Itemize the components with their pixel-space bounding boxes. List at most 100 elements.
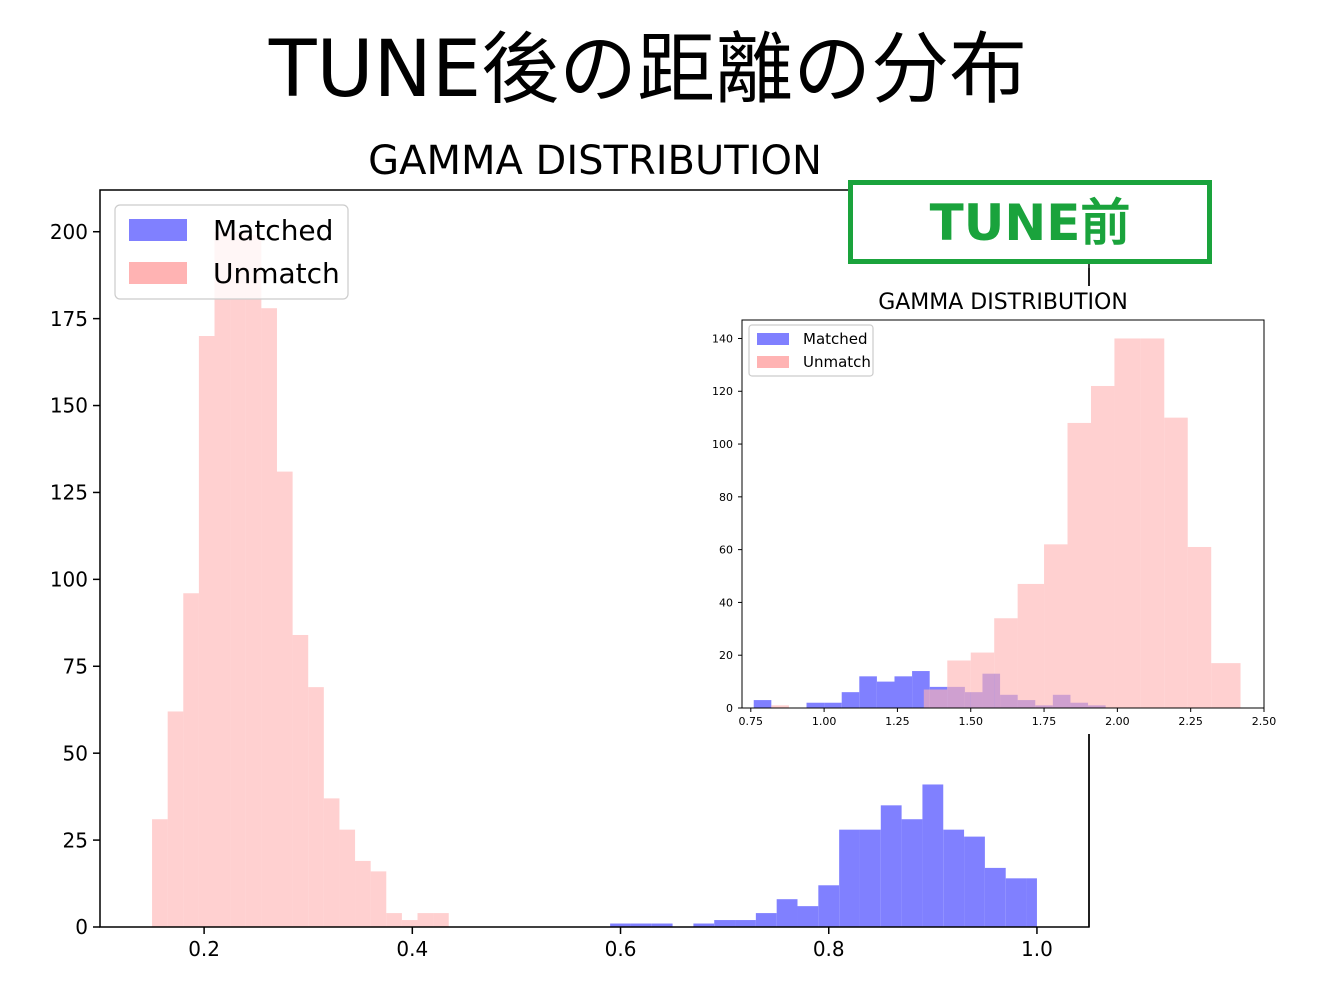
unmatch-legend-label: Unmatch xyxy=(213,257,340,290)
unmatch-legend-label: Unmatch xyxy=(803,353,871,371)
matched-legend-label: Matched xyxy=(213,214,333,247)
unmatch-bar xyxy=(947,660,971,708)
unmatch-bar xyxy=(970,652,995,708)
unmatch-bar xyxy=(417,913,434,927)
unmatch-bar xyxy=(994,618,1018,708)
x-tick-label: 2.00 xyxy=(1105,715,1130,728)
unmatch-bar xyxy=(339,829,356,927)
x-tick-label: 2.50 xyxy=(1252,715,1277,728)
matched-bar xyxy=(610,923,631,927)
y-tick-label: 140 xyxy=(712,332,733,345)
plot-frame xyxy=(741,319,1265,709)
matched-bar xyxy=(755,913,777,927)
unmatch-bar xyxy=(152,819,168,927)
unmatch-bar xyxy=(1090,385,1115,708)
unmatch-bar xyxy=(276,471,293,927)
matched-bar xyxy=(984,867,1006,927)
unmatch-bar xyxy=(183,593,199,927)
matched-bar xyxy=(839,829,860,927)
tune-before-label: TUNE前 xyxy=(848,180,1212,264)
y-tick-label: 75 xyxy=(63,654,88,678)
matched-legend-swatch xyxy=(129,219,187,241)
y-tick-label: 20 xyxy=(719,649,733,662)
unmatch-bar xyxy=(1017,583,1045,708)
matched-legend-swatch xyxy=(757,333,789,345)
matched-bar xyxy=(630,923,652,927)
unmatch-bar xyxy=(198,336,215,927)
matched-bar xyxy=(824,702,842,708)
unmatch-bar xyxy=(923,689,948,708)
unmatch-bar xyxy=(323,798,340,927)
y-tick-label: 40 xyxy=(719,596,733,609)
x-tick-label: 0.8 xyxy=(813,937,845,961)
matched-bar xyxy=(818,885,840,927)
unmatch-legend-swatch xyxy=(757,356,789,368)
y-tick-label: 60 xyxy=(719,544,733,557)
x-tick-label: 0.75 xyxy=(739,715,764,728)
y-tick-label: 120 xyxy=(712,385,733,398)
x-tick-label: 0.4 xyxy=(396,937,428,961)
legend: Matched Unmatch xyxy=(114,204,349,300)
unmatch-bar xyxy=(1114,338,1141,708)
matched-bar xyxy=(753,700,772,708)
matched-bar xyxy=(880,805,902,927)
unmatch-bar xyxy=(370,871,387,927)
inset-chart-title: GAMMA DISTRIBUTION xyxy=(878,290,1128,315)
matched-bar xyxy=(922,784,944,927)
matched-bar xyxy=(901,819,923,927)
unmatch-legend-swatch xyxy=(129,262,187,284)
bars xyxy=(152,231,1037,928)
matched-bar xyxy=(841,692,860,708)
x-tick-label: 1.00 xyxy=(812,715,837,728)
matched-bar xyxy=(859,676,877,708)
unmatch-bar xyxy=(1211,663,1241,708)
unmatch-bar xyxy=(1044,544,1068,708)
inset-histogram: 0.75 1.00 1.25 1.50 1.75 2.00 2.25 2.50 0 20 40 60 8… xyxy=(712,286,1292,734)
matched-bar xyxy=(964,836,985,927)
matched-bar xyxy=(1005,878,1027,927)
matched-legend-label: Matched xyxy=(803,330,868,348)
y-tick-label: 25 xyxy=(63,828,88,852)
unmatch-bar xyxy=(1067,422,1091,708)
y-tick-label: 125 xyxy=(50,481,88,505)
unmatch-bar xyxy=(308,687,324,927)
unmatch-bar xyxy=(261,308,277,927)
unmatch-bar xyxy=(1187,546,1212,708)
matched-bar xyxy=(714,920,736,927)
y-tick-label: 0 xyxy=(75,915,88,939)
unmatch-bar xyxy=(1164,417,1188,708)
bars xyxy=(753,338,1241,708)
legend: Matched Unmatch xyxy=(748,324,874,377)
x-tick-label: 1.25 xyxy=(885,715,910,728)
unmatch-bar xyxy=(401,920,418,927)
y-tick-label: 175 xyxy=(50,307,88,331)
unmatch-bar xyxy=(292,634,309,927)
y-tick-label: 150 xyxy=(50,394,88,418)
y-tick-label: 100 xyxy=(712,438,733,451)
matched-bar xyxy=(943,829,965,927)
slide-title: TUNE後の距離の分布 xyxy=(268,25,1028,115)
x-tick-label: 1.0 xyxy=(1021,937,1053,961)
unmatch-bar xyxy=(355,860,371,927)
matched-bar xyxy=(693,923,715,927)
y-tick-label: 80 xyxy=(719,491,733,504)
unmatch-bar xyxy=(433,913,449,927)
unmatch-bar xyxy=(245,235,262,927)
unmatch-bar xyxy=(771,705,789,708)
y-tick-label: 100 xyxy=(50,568,88,592)
x-tick-label: 2.25 xyxy=(1178,715,1203,728)
matched-bar xyxy=(651,923,673,927)
y-tick-label: 0 xyxy=(726,702,733,715)
x-tick-label: 1.75 xyxy=(1032,715,1057,728)
unmatch-bar xyxy=(167,711,184,927)
matched-bar xyxy=(735,920,756,927)
y-tick-label: 200 xyxy=(50,220,88,244)
unmatch-bar xyxy=(230,231,246,928)
y-tick-label: 50 xyxy=(63,741,88,765)
main-chart-title: GAMMA DISTRIBUTION xyxy=(368,138,822,184)
matched-bar xyxy=(894,676,913,708)
x-tick-label: 0.6 xyxy=(605,937,637,961)
matched-bar xyxy=(859,829,881,927)
